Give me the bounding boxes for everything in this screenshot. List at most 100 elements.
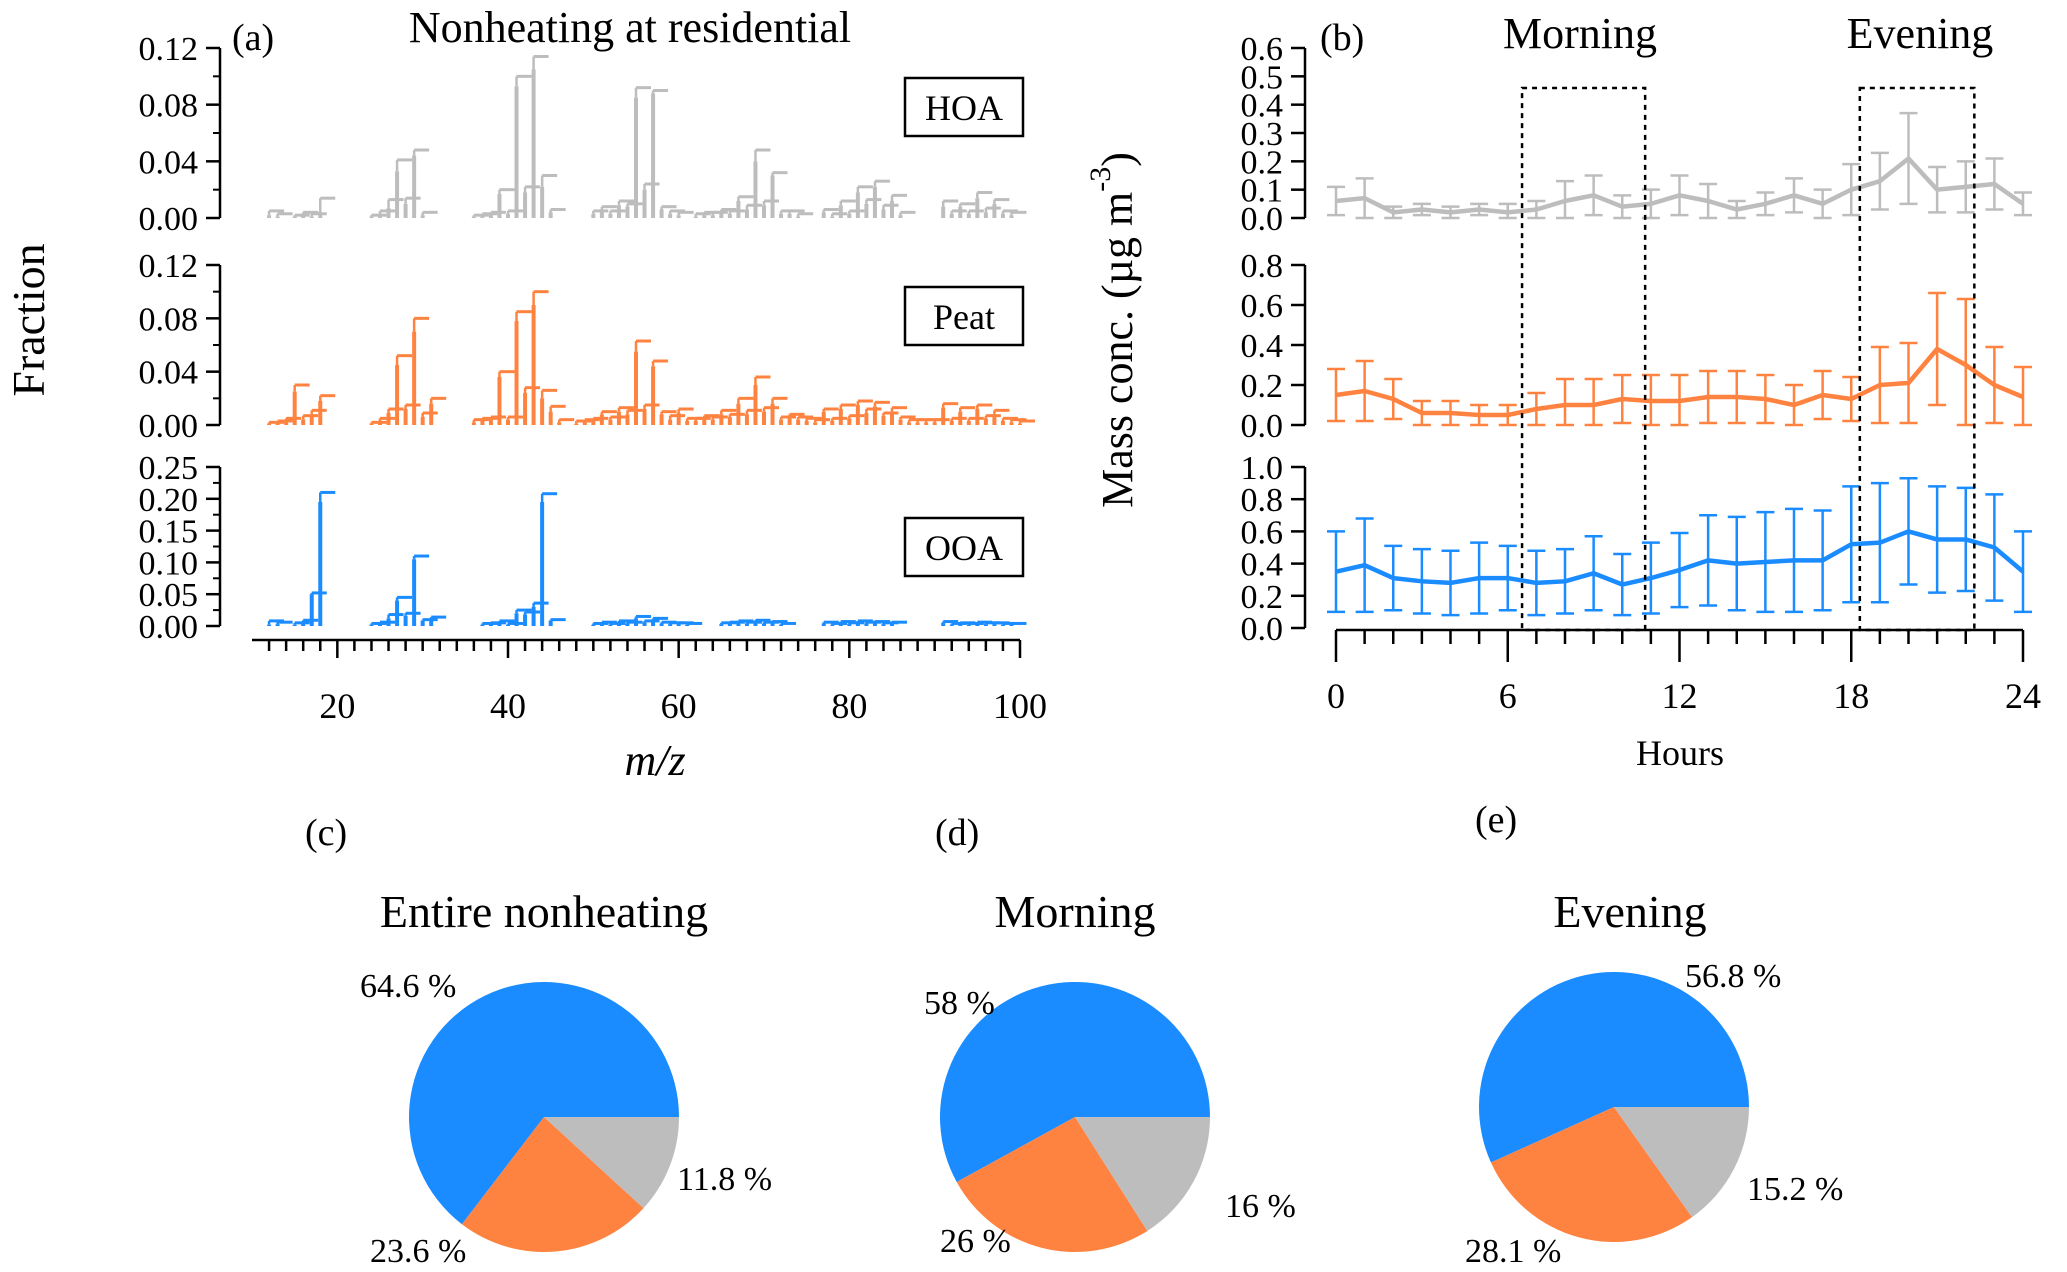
stick-bar [676,407,694,425]
diurnal-ooa: 0.00.20.40.60.81.0 [1241,450,2032,648]
error-bar [1556,377,1574,427]
y-tick-label: 0.3 [1241,116,1284,153]
spectrum-peat: 0.00 0.04 0.08 0.12 Peat [139,248,1035,445]
y-tick-label: 0.12 [139,248,199,285]
y-tick-label: 0.0 [1241,611,1284,648]
svg-text:Mass conc. (µg m-3): Mass conc. (µg m-3) [1084,152,1142,508]
stick-bar [890,193,907,218]
stick-bar [898,415,916,425]
stick-bar [1009,210,1027,218]
stick-bar [540,174,558,218]
mass-spectra-panel: 0.000.040.080.12HOA0.000.040.080.12Peat0… [139,31,1048,726]
stick-bar [796,212,814,218]
evening-label: Evening [1847,9,1994,58]
pie-slice-ooa [1479,971,1749,1163]
pie-value-label: 58 % [924,985,995,1022]
pie-value-label: 56.8 % [1685,958,1781,995]
x-tick-label: 0 [1327,676,1345,716]
stick-bar [736,396,754,425]
stick-bar [318,490,336,626]
x-tick-label: 80 [831,686,867,726]
panel-b-ylabel-close: ) [1093,152,1142,167]
stick-bar [958,406,976,425]
morning-label: Morning [1503,9,1657,58]
stick-bar [634,614,651,626]
error-bar [1584,377,1603,427]
y-tick-label: 0.10 [139,545,199,582]
y-tick-label: 0.20 [139,482,199,519]
y-tick-label: 0.5 [1241,59,1284,96]
stick-bar [872,179,890,218]
stick-bar [318,394,336,425]
stick-bar [429,615,447,626]
stick-bar [497,619,515,626]
stick-bar [548,208,566,218]
y-tick-label: 0.0 [1241,201,1284,238]
pie-slice-ooa [940,982,1210,1183]
panel-b-ylabel: Mass conc. (µg m-3) [1084,152,1142,508]
stick-bar [787,209,805,218]
panel-b-ylabel-sup: -3 [1084,167,1117,192]
stick-bar [992,408,1010,425]
stick-bar [821,407,839,425]
error-bar [1956,297,1975,427]
y-tick-label: 0.4 [1241,547,1284,584]
pie-slice-hoa [1614,1107,1749,1218]
pie-morning: Morning 58 % 26 % 16 % [924,886,1296,1260]
stick-bar [1009,621,1027,626]
x-tick-label: 60 [661,686,697,726]
pie-evening: Evening 56.8 % 28.1 % 15.2 % [1465,886,1843,1270]
stick-bar [557,418,575,425]
y-tick-label: 0.8 [1241,482,1284,519]
stick-bar [616,199,634,218]
stick-bar [958,202,976,218]
stick-bar [753,375,771,425]
pie-slice-peat [1490,1107,1693,1242]
window-morning [1520,86,1647,632]
y-tick-label: 0.2 [1241,144,1284,181]
pie-title: Morning [995,886,1156,937]
pie-slice-hoa [1075,1117,1210,1231]
panel-a-title: Nonheating at residential [409,3,851,52]
stick-bar [599,410,617,425]
y-tick-label: 0.00 [139,408,199,445]
pie-slice-peat [956,1117,1148,1252]
stick-bar [736,195,754,218]
stick-bar [540,388,558,425]
stick-bar [975,403,993,425]
stick-bar [395,595,413,626]
y-tick-label: 0.15 [139,514,199,551]
stick-bar [838,199,856,218]
y-tick-label: 0.12 [139,31,199,68]
factor-box [903,76,1025,138]
panel-a-xlabel: m/z [624,736,685,785]
stick-bar [719,408,737,425]
stick-bar [497,370,515,425]
pie-value-label: 15.2 % [1747,1171,1843,1208]
y-tick-label: 0.00 [139,201,199,238]
stick-bar [975,191,993,218]
stick-bar [770,171,788,218]
stick-bar [634,339,651,425]
pie-slice-ooa [408,982,679,1225]
stick-bar [514,608,532,626]
stick-bar [685,621,703,626]
pie-charts: Entire nonheating 64.6 % 23.6 % 11.8 % Morni… [360,886,1843,1270]
stick-bar [651,359,669,425]
spectrum-ooa: 0.000.050.100.150.200.25 OOA [139,450,1027,646]
pie-value-label: 11.8 % [677,1161,772,1198]
stick-bar [941,620,959,626]
stick-bar [1018,419,1035,425]
stick-bar [898,210,916,218]
pie-slice-peat [461,1117,644,1253]
stick-bar [318,196,336,218]
stick-bar [616,406,634,425]
y-tick-label: 0.6 [1241,288,1284,325]
pie-slice-hoa [544,1117,679,1209]
y-tick-label: 0.00 [139,609,199,646]
stick-bar [676,210,694,218]
stick-bar [872,400,890,425]
x-tick-label: 100 [993,686,1047,726]
y-tick-label: 0.4 [1241,88,1284,125]
stick-bar [770,396,788,425]
